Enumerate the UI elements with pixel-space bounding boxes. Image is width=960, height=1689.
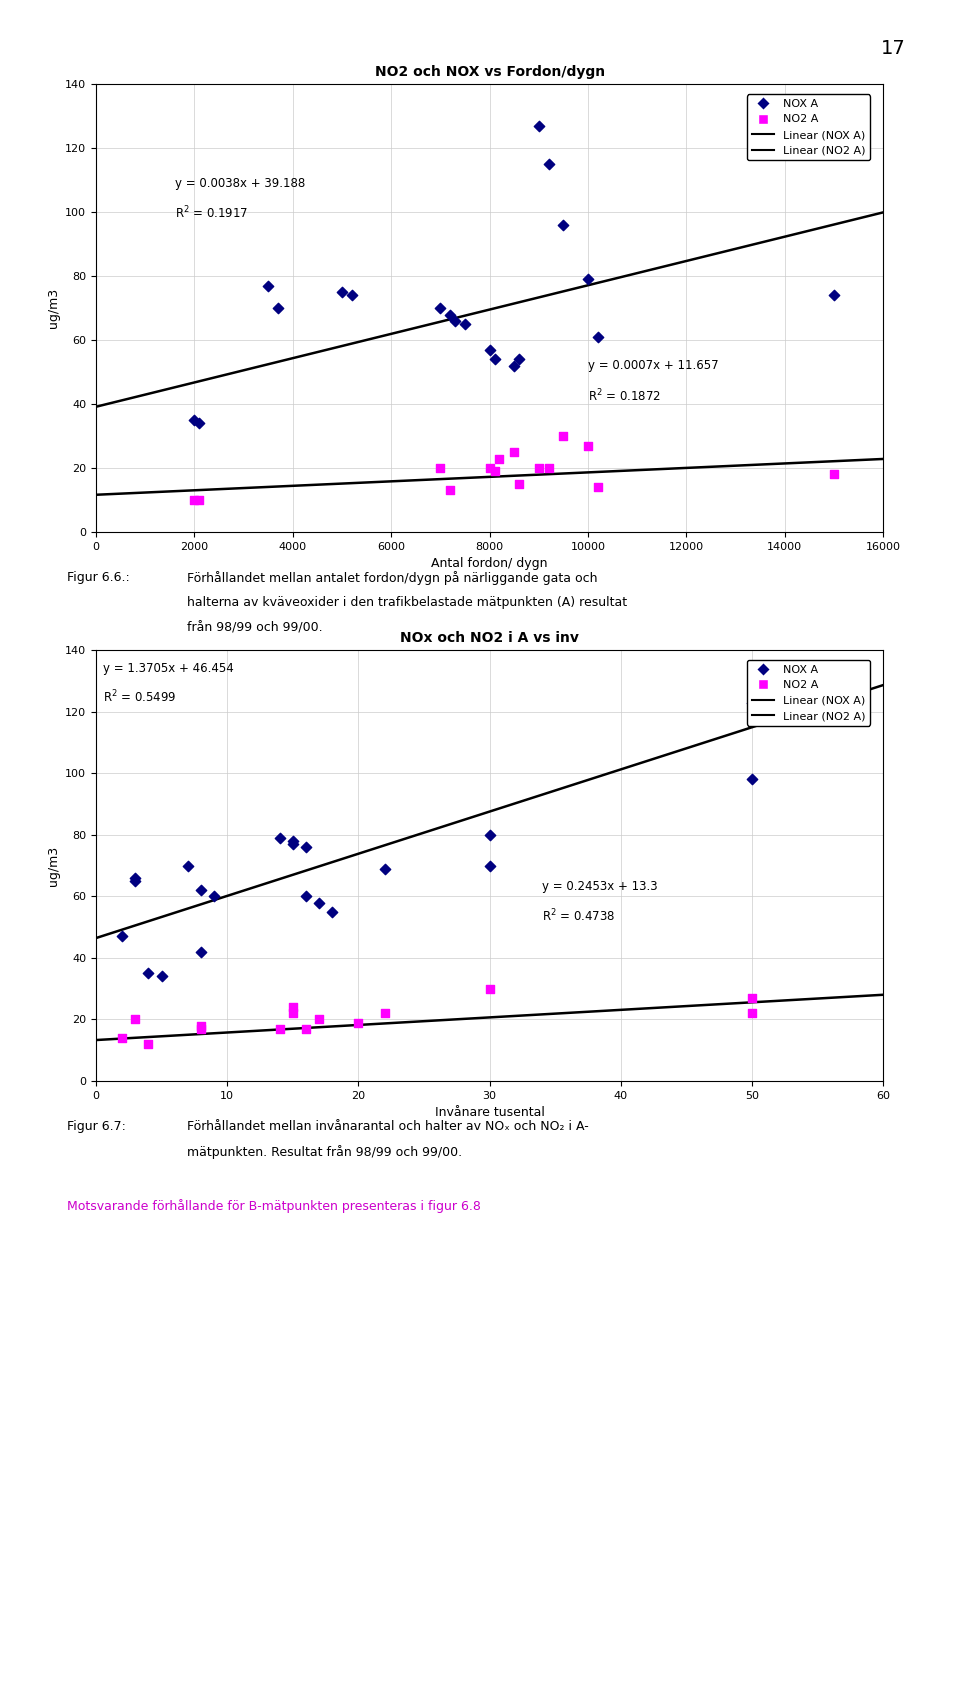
Point [580, 432, 595, 459]
Point [482, 821, 497, 848]
Point [285, 828, 300, 855]
Point [272, 824, 287, 851]
Point [324, 899, 340, 926]
Text: R$^2$ = 0.4738: R$^2$ = 0.4738 [542, 907, 615, 924]
Point [180, 853, 196, 880]
Text: R$^2$ = 0.1872: R$^2$ = 0.1872 [588, 387, 661, 404]
Legend: NOX A, NO2 A, Linear (NOX A), Linear (NO2 A): NOX A, NO2 A, Linear (NOX A), Linear (NO… [747, 660, 870, 726]
Text: Förhållandet mellan invånarantal och halter av NOₓ och NO₂ i A-: Förhållandet mellan invånarantal och hal… [187, 1120, 588, 1133]
Point [827, 461, 842, 488]
Point [186, 486, 202, 513]
Point [531, 113, 546, 140]
Point [311, 888, 326, 915]
Point [271, 294, 286, 321]
Point [285, 1000, 300, 1027]
Point [512, 346, 527, 373]
Point [507, 439, 522, 466]
Point [744, 689, 759, 716]
Point [377, 1000, 393, 1027]
Point [540, 150, 556, 177]
Point [141, 1030, 156, 1057]
Point [193, 939, 208, 966]
Point [193, 1015, 208, 1042]
Point [285, 993, 300, 1020]
Point [482, 336, 497, 363]
Point [744, 1000, 759, 1027]
Point [556, 422, 571, 449]
Point [443, 476, 458, 503]
Y-axis label: ug/m3: ug/m3 [47, 846, 60, 885]
Text: halterna av kväveoxider i den trafikbelastade mätpunkten (A) resultat: halterna av kväveoxider i den trafikbela… [187, 596, 627, 610]
Point [482, 975, 497, 1002]
Point [192, 486, 207, 513]
X-axis label: Antal fordon/ dygn: Antal fordon/ dygn [431, 557, 548, 571]
Title: NOx och NO2 i A vs inv: NOx och NO2 i A vs inv [400, 632, 579, 645]
Point [114, 1024, 130, 1051]
Text: y = 0.0038x + 39.188: y = 0.0038x + 39.188 [175, 177, 305, 189]
Point [827, 282, 842, 309]
Text: y = 0.0007x + 11.657: y = 0.0007x + 11.657 [588, 360, 719, 372]
Point [531, 454, 546, 481]
Point [128, 868, 143, 895]
Point [507, 353, 522, 380]
Y-axis label: ug/m3: ug/m3 [47, 289, 60, 328]
Point [193, 877, 208, 904]
Point [272, 1015, 287, 1042]
Point [744, 767, 759, 794]
Text: Förhållandet mellan antalet fordon/dygn på närliggande gata och: Förhållandet mellan antalet fordon/dygn … [187, 571, 598, 584]
Point [457, 311, 472, 338]
Point [193, 1012, 208, 1039]
Point [299, 883, 314, 910]
Text: 17: 17 [880, 39, 905, 57]
Text: R$^2$ = 0.5499: R$^2$ = 0.5499 [103, 689, 176, 706]
Point [492, 444, 507, 471]
Point [447, 307, 463, 334]
Text: från 98/99 och 99/00.: från 98/99 och 99/00. [187, 622, 323, 635]
Text: Figur 6.7:: Figur 6.7: [67, 1120, 126, 1133]
Point [128, 1007, 143, 1034]
Point [141, 959, 156, 986]
Point [744, 985, 759, 1012]
Point [433, 454, 448, 481]
Title: NO2 och NOX vs Fordon/dygn: NO2 och NOX vs Fordon/dygn [374, 66, 605, 79]
Point [590, 473, 606, 500]
Point [192, 410, 207, 437]
Point [590, 324, 606, 351]
Point [299, 834, 314, 861]
Point [487, 346, 502, 373]
Point [482, 454, 497, 481]
Point [540, 454, 556, 481]
Point [334, 279, 349, 306]
Point [206, 883, 222, 910]
Text: y = 1.3705x + 46.454: y = 1.3705x + 46.454 [103, 662, 233, 676]
Text: Motsvarande förhållande för B-mätpunkten presenteras i figur 6.8: Motsvarande förhållande för B-mätpunkten… [67, 1199, 481, 1213]
Text: Figur 6.6.:: Figur 6.6.: [67, 571, 130, 584]
Point [350, 1008, 366, 1035]
Point [285, 831, 300, 858]
Point [377, 855, 393, 882]
Point [482, 853, 497, 880]
Point [186, 407, 202, 434]
Text: mätpunkten. Resultat från 98/99 och 99/00.: mätpunkten. Resultat från 98/99 och 99/0… [187, 1145, 463, 1159]
Text: R$^2$ = 0.1917: R$^2$ = 0.1917 [175, 204, 248, 221]
X-axis label: Invånare tusental: Invånare tusental [435, 1106, 544, 1120]
Legend: NOX A, NO2 A, Linear (NOX A), Linear (NO2 A): NOX A, NO2 A, Linear (NOX A), Linear (NO… [747, 95, 870, 160]
Point [580, 265, 595, 292]
Point [512, 471, 527, 498]
Point [114, 922, 130, 949]
Point [344, 282, 359, 309]
Point [260, 272, 276, 299]
Point [443, 301, 458, 328]
Point [311, 1007, 326, 1034]
Point [299, 1015, 314, 1042]
Point [487, 458, 502, 485]
Text: y = 0.2453x + 13.3: y = 0.2453x + 13.3 [542, 880, 658, 893]
Point [154, 963, 169, 990]
Point [556, 211, 571, 238]
Point [128, 865, 143, 892]
Point [433, 294, 448, 321]
